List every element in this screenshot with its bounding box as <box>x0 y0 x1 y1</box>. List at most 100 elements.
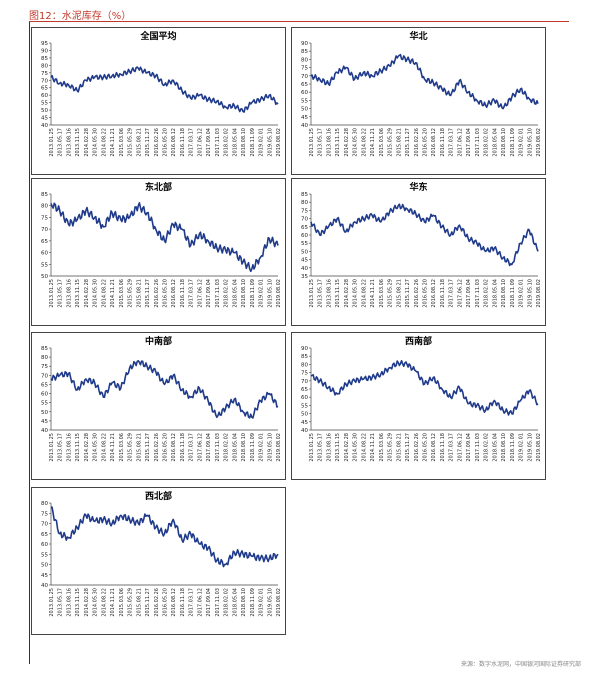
x-tick-label: 2016.11.18 <box>440 433 446 462</box>
x-tick-label: 2016.05.20 <box>423 433 429 462</box>
x-tick-label: 2019.08.02 <box>276 279 282 308</box>
x-tick-label: 2016.11.18 <box>180 128 186 157</box>
x-tick-label: 2019.02.01 <box>519 433 525 462</box>
x-tick-label: 2018.08.10 <box>241 279 247 308</box>
x-tick-label: 2013.11.15 <box>75 279 81 308</box>
y-tick-label: 55 <box>41 262 48 268</box>
x-tick-label: 2015.08.21 <box>396 128 402 157</box>
x-tick-label: 2016.05.20 <box>163 128 169 157</box>
x-tick-label: 2013.11.15 <box>75 433 81 462</box>
chart-title: 东北部 <box>145 181 172 193</box>
x-tick-label: 2018.05.04 <box>232 588 238 617</box>
x-tick-label: 2017.09.04 <box>206 128 212 157</box>
x-tick-label: 2017.06.12 <box>197 588 203 617</box>
chart-border <box>31 27 286 175</box>
x-tick-label: 2017.09.04 <box>206 433 212 462</box>
x-tick-label: 2018.11.09 <box>250 433 256 462</box>
x-tick-label: 2013.05.17 <box>58 279 64 308</box>
x-tick-label: 2014.05.30 <box>93 128 99 157</box>
x-tick-label: 2015.11.27 <box>405 128 411 157</box>
x-tick-label: 2013.05.17 <box>58 588 64 617</box>
y-tick-label: 60 <box>41 93 48 99</box>
x-tick-label: 2013.11.15 <box>75 128 81 157</box>
y-tick-label: 60 <box>41 251 48 257</box>
x-tick-label: 2016.02.26 <box>414 433 420 462</box>
y-tick-label: 65 <box>41 382 48 388</box>
x-tick-label: 2015.08.21 <box>396 279 402 308</box>
x-tick-label: 2018.05.04 <box>232 279 238 308</box>
chart-panel-north: 华北 40 45 50 55 60 65 70 75 80 85 90 2013.01.25 2013.0… <box>291 27 546 175</box>
y-tick-label: 55 <box>301 403 308 409</box>
chart-border <box>291 178 546 326</box>
chart-title: 全国平均 <box>139 30 176 42</box>
x-tick-label: 2019.08.02 <box>536 433 542 462</box>
x-tick-label: 2014.08.22 <box>361 433 367 462</box>
x-tick-label: 2013.11.15 <box>335 128 341 157</box>
x-tick-label: 2014.05.30 <box>353 279 359 308</box>
x-tick-label: 2018.11.09 <box>510 279 516 308</box>
x-tick-label: 2018.11.09 <box>510 433 516 462</box>
y-tick-label: 40 <box>301 266 308 272</box>
x-tick-label: 2017.03.17 <box>189 433 195 462</box>
title-divider <box>29 21 569 22</box>
x-tick-label: 2017.06.12 <box>197 433 203 462</box>
x-tick-label: 2015.08.21 <box>396 433 402 462</box>
chart-panel-central-south: 中南部 40 45 50 55 60 65 70 75 80 85 2013.01.25 2013.05… <box>31 332 286 480</box>
x-tick-label: 2015.05.29 <box>128 128 134 157</box>
x-tick-label: 2016.08.12 <box>171 433 177 462</box>
x-tick-label: 2018.02.02 <box>484 433 490 462</box>
x-tick-label: 2018.02.02 <box>484 128 490 157</box>
x-tick-label: 2016.08.12 <box>171 588 177 617</box>
x-tick-label: 2014.11.21 <box>370 433 376 462</box>
x-tick-label: 2014.11.21 <box>370 279 376 308</box>
x-tick-label: 2019.02.01 <box>519 128 525 157</box>
x-tick-label: 2013.05.17 <box>318 279 324 308</box>
x-tick-label: 2019.02.01 <box>259 128 265 157</box>
x-tick-label: 2013.11.15 <box>75 588 81 617</box>
x-tick-label: 2017.03.17 <box>189 279 195 308</box>
x-tick-label: 2016.05.20 <box>423 128 429 157</box>
y-tick-label: 45 <box>41 419 48 425</box>
y-tick-label: 90 <box>301 41 308 47</box>
x-tick-label: 2014.02.28 <box>84 588 90 617</box>
x-tick-label: 2016.08.12 <box>431 279 437 308</box>
x-tick-label: 2019.05.10 <box>527 128 533 157</box>
y-tick-label: 90 <box>41 48 48 54</box>
y-tick-label: 90 <box>301 346 308 352</box>
x-tick-label: 2014.05.30 <box>93 279 99 308</box>
x-tick-label: 2018.08.10 <box>501 433 507 462</box>
y-tick-label: 80 <box>301 200 308 206</box>
x-tick-label: 2019.05.10 <box>267 279 273 308</box>
x-tick-label: 2015.08.21 <box>136 588 142 617</box>
x-tick-label: 2013.08.16 <box>66 279 72 308</box>
x-tick-label: 2013.01.25 <box>49 433 55 462</box>
x-tick-label: 2016.02.26 <box>154 588 160 617</box>
chart-border <box>31 487 286 635</box>
y-tick-label: 50 <box>301 107 308 113</box>
x-tick-label: 2018.02.02 <box>224 279 230 308</box>
y-tick-label: 60 <box>301 233 308 239</box>
y-tick-label: 45 <box>41 116 48 122</box>
y-tick-label: 50 <box>41 410 48 416</box>
x-tick-label: 2016.08.12 <box>431 433 437 462</box>
chart-panel-northeast: 东北部 50 55 60 65 70 75 80 85 2013.01.25 2013.05.17 2… <box>31 178 286 326</box>
x-tick-label: 2017.03.17 <box>449 279 455 308</box>
x-tick-label: 2016.11.18 <box>180 588 186 617</box>
x-tick-label: 2017.06.12 <box>197 279 203 308</box>
x-tick-label: 2013.05.17 <box>58 128 64 157</box>
x-tick-label: 2017.06.12 <box>457 279 463 308</box>
x-tick-label: 2014.02.28 <box>344 433 350 462</box>
x-tick-label: 2016.05.20 <box>423 279 429 308</box>
y-tick-label: 75 <box>301 66 308 72</box>
y-tick-label: 75 <box>301 208 308 214</box>
x-tick-label: 2013.01.25 <box>309 433 315 462</box>
chart-title: 中南部 <box>145 335 172 347</box>
x-tick-label: 2017.11.03 <box>215 433 221 462</box>
frame-left-border <box>29 22 30 664</box>
y-tick-label: 70 <box>301 379 308 385</box>
y-tick-label: 60 <box>41 542 48 548</box>
x-tick-label: 2015.03.06 <box>119 128 125 157</box>
x-tick-label: 2017.03.17 <box>189 128 195 157</box>
x-tick-label: 2014.08.22 <box>361 279 367 308</box>
